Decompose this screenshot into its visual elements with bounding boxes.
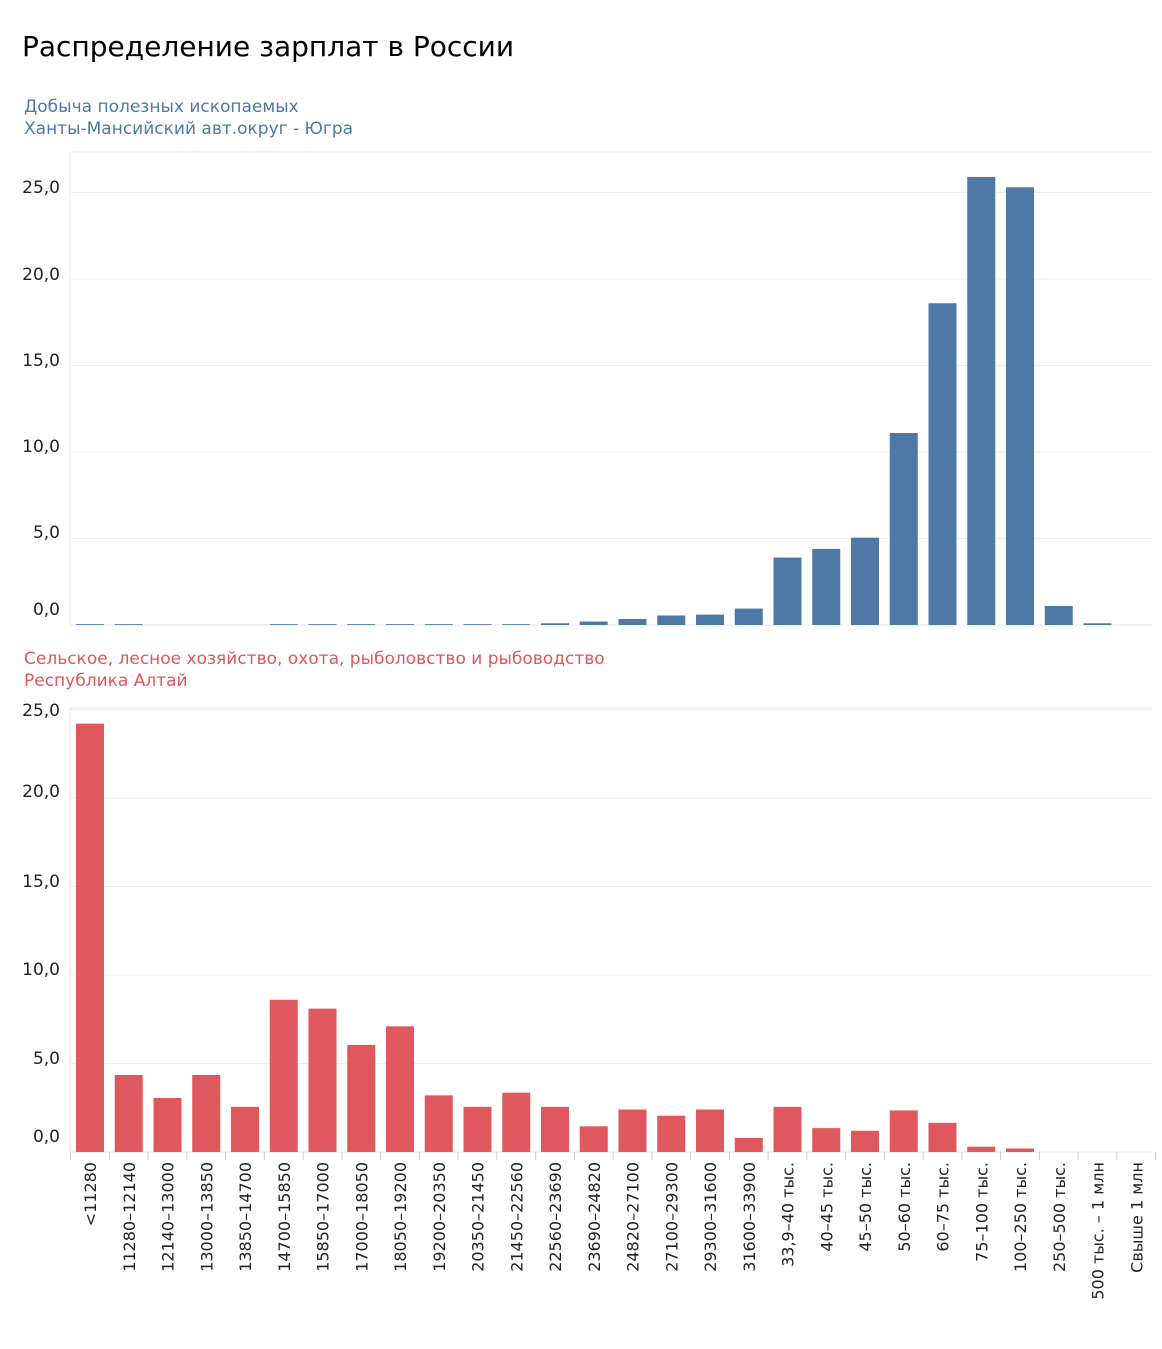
x-tick-label: 13000–13850 — [197, 1162, 216, 1272]
x-tick-label: 100–250 тыс. — [1011, 1162, 1030, 1272]
bottom-bar — [347, 1044, 376, 1152]
x-tick-label: 31600–33900 — [740, 1162, 759, 1272]
x-tick-label: 27100–29300 — [662, 1162, 681, 1272]
bottom-bar — [889, 1110, 918, 1152]
x-tick-label: 500 тыс. – 1 млн — [1089, 1162, 1108, 1300]
bottom-chart-region: Республика Алтай — [24, 671, 188, 691]
top-bar — [1006, 187, 1034, 625]
bottom-bar — [734, 1137, 763, 1152]
top-y-tick-label: 5,0 — [33, 523, 60, 543]
bottom-bar — [696, 1109, 724, 1152]
top-bar — [734, 608, 763, 625]
top-chart-subtitle: Добыча полезных ископаемых Ханты-Мансийс… — [24, 96, 353, 140]
x-tick-label: 14700–15850 — [275, 1162, 294, 1272]
top-y-tick-label: 25,0 — [22, 178, 60, 198]
top-bar — [812, 548, 841, 625]
bottom-bar — [928, 1122, 957, 1152]
top-bar — [308, 624, 337, 625]
top-bar — [541, 623, 569, 625]
bottom-bar — [76, 723, 104, 1152]
x-tick-label: 12140–13000 — [159, 1162, 178, 1272]
top-bar — [889, 432, 918, 625]
bottom-bar — [1006, 1148, 1034, 1152]
bottom-y-tick-label: 20,0 — [22, 782, 60, 802]
x-tick-label: 29300–31600 — [701, 1162, 720, 1272]
top-bar — [347, 624, 376, 625]
x-tick-label: 33,9–40 тыс. — [779, 1162, 798, 1267]
top-chart-industry: Добыча полезных ископаемых — [24, 97, 299, 117]
top-bar — [1083, 623, 1112, 625]
bottom-chart-subtitle: Сельское, лесное хозяйство, охота, рыбол… — [24, 648, 605, 692]
bottom-bar — [657, 1115, 686, 1152]
bottom-bar — [618, 1109, 647, 1152]
x-tick-label: <11280 — [81, 1162, 100, 1226]
x-tick-label: 250–500 тыс. — [1050, 1162, 1069, 1272]
x-tick-label: 17000–18050 — [352, 1162, 371, 1272]
bottom-y-tick-label: 10,0 — [22, 960, 60, 980]
top-bar — [967, 176, 996, 625]
bottom-bar — [579, 1126, 608, 1152]
top-bar — [928, 303, 957, 625]
x-tick-label: 11280–12140 — [120, 1162, 139, 1272]
bottom-bar — [192, 1075, 221, 1152]
top-bar — [579, 621, 608, 625]
top-chart-region: Ханты-Мансийский авт.округ - Югра — [24, 119, 354, 139]
top-bar — [696, 614, 724, 625]
bottom-bar — [773, 1106, 802, 1152]
x-tick-label: 60–75 тыс. — [934, 1162, 953, 1252]
x-tick-label: 22560–23690 — [546, 1162, 565, 1272]
x-tick-label: 15850–17000 — [314, 1162, 333, 1272]
x-tick-label: 23690–24820 — [585, 1162, 604, 1272]
bottom-y-tick-label: 25,0 — [22, 701, 60, 721]
x-tick-label: 18050–19200 — [391, 1162, 410, 1272]
top-y-tick-label: 10,0 — [22, 437, 60, 457]
bottom-bar — [463, 1106, 492, 1152]
top-bar — [851, 537, 879, 625]
bottom-bar — [812, 1128, 841, 1152]
top-y-tick-label: 20,0 — [22, 265, 60, 285]
top-bar — [773, 557, 802, 625]
top-bar — [386, 624, 414, 625]
top-bar — [269, 624, 298, 625]
bottom-y-tick-label: 5,0 — [33, 1049, 60, 1069]
top-bar — [502, 624, 531, 625]
bottom-bar — [967, 1146, 996, 1152]
top-y-tick-label: 15,0 — [22, 351, 60, 371]
bottom-bar — [231, 1106, 259, 1152]
x-tick-label: 21450–22560 — [507, 1162, 526, 1272]
x-tick-label: 45–50 тыс. — [856, 1162, 875, 1252]
top-bar — [76, 624, 104, 625]
bottom-bar — [153, 1098, 182, 1152]
bottom-bar — [386, 1026, 414, 1152]
bottom-bar — [851, 1130, 879, 1152]
bottom-y-tick-label: 0,0 — [33, 1127, 60, 1147]
top-y-tick-label: 0,0 — [33, 600, 60, 620]
x-tick-label: 24820–27100 — [624, 1162, 643, 1272]
bottom-bar — [541, 1106, 569, 1152]
x-tick-label: 13850–14700 — [236, 1162, 255, 1272]
x-tick-label: 50–60 тыс. — [895, 1162, 914, 1252]
bottom-bar — [502, 1092, 531, 1152]
bottom-y-tick-label: 15,0 — [22, 872, 60, 892]
top-bar — [424, 624, 453, 625]
x-tick-label: 19200–20350 — [430, 1162, 449, 1272]
bottom-bar — [424, 1095, 453, 1152]
bottom-bar — [269, 999, 298, 1152]
bottom-chart-industry: Сельское, лесное хозяйство, охота, рыбол… — [24, 649, 605, 669]
page-title: Распределение зарплат в России — [22, 30, 515, 63]
x-tick-label: 40–45 тыс. — [817, 1162, 836, 1252]
top-bar — [463, 624, 492, 625]
top-bar — [1044, 605, 1073, 625]
x-tick-label: 20350–21450 — [469, 1162, 488, 1272]
top-bar — [657, 615, 686, 625]
top-bar — [114, 624, 143, 625]
top-bar — [618, 618, 647, 625]
bottom-bar — [114, 1075, 143, 1152]
x-tick-label: 75–100 тыс. — [972, 1162, 991, 1262]
x-tick-label: Свыше 1 млн — [1127, 1162, 1146, 1273]
bottom-bar — [308, 1008, 337, 1152]
